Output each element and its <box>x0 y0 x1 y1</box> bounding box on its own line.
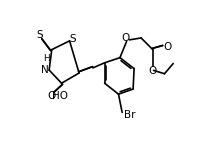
Text: O: O <box>47 91 55 101</box>
Text: Br: Br <box>124 110 135 120</box>
Text: O: O <box>122 33 130 43</box>
Text: S: S <box>36 30 43 40</box>
Text: O: O <box>149 66 157 76</box>
Text: O: O <box>163 42 171 52</box>
Text: N: N <box>41 65 49 75</box>
Text: S: S <box>69 34 75 44</box>
Text: H: H <box>43 54 49 63</box>
Text: HO: HO <box>52 91 68 101</box>
